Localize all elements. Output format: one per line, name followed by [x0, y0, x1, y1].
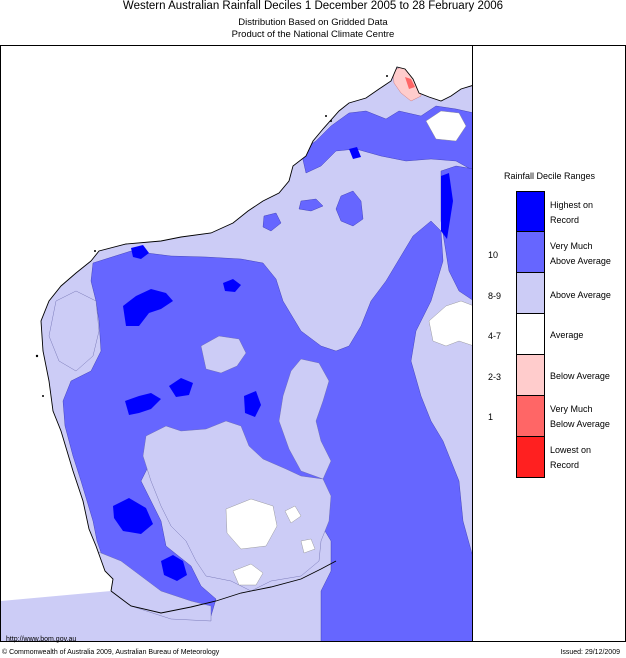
region-average-1 — [225, 498, 278, 550]
legend-swatch-above — [516, 273, 545, 314]
chart-subtitle-2: Product of the National Climate Centre — [231, 29, 395, 40]
legend-range-1: 1 — [488, 412, 494, 422]
region-above-average-inland-4 — [48, 290, 100, 372]
region-below-average-2 — [283, 145, 294, 157]
region-highest-9 — [441, 173, 453, 239]
region-highest-5 — [113, 498, 153, 534]
legend-swatch-lowest — [516, 437, 545, 478]
region-average-north — [425, 110, 467, 142]
footer-issued: Issued: 29/12/2009 — [560, 649, 620, 656]
footer-copyright: © Commonwealth of Australia 2009, Austra… — [2, 649, 220, 656]
legend-label-average: Average — [550, 330, 584, 340]
legend-label-highest: Highest on Record — [550, 200, 594, 225]
region-highest-8 — [131, 245, 149, 259]
region-average-3 — [284, 505, 302, 524]
island-1 — [35, 354, 39, 358]
region-highest-10 — [349, 147, 361, 159]
legend-label-very-much-above: Very Much Above Average — [550, 241, 611, 266]
region-average-4 — [300, 538, 316, 554]
legend-label-lowest: Lowest on Record — [550, 445, 592, 470]
island-2 — [42, 395, 44, 397]
region-highest-3 — [125, 393, 161, 415]
coastline — [40, 66, 472, 592]
region-very-much-below-average — [405, 77, 415, 89]
island-3 — [94, 250, 96, 252]
legend-label-very-much-below: Very Much Below Average — [550, 404, 610, 429]
region-above-average-inland-3 — [200, 335, 247, 374]
region-above-average-inland-1 — [278, 358, 332, 480]
region-very-much-above-average — [62, 220, 472, 641]
legend-label-below: Below Average — [550, 371, 610, 381]
legend-swatch-highest — [516, 191, 545, 232]
region-pilbara-very-much-above-1 — [335, 190, 364, 227]
rainfall-map — [1, 66, 472, 641]
legend-range-8-9: 8-9 — [488, 291, 502, 301]
legend-range-10: 10 — [488, 250, 499, 260]
island-5 — [330, 120, 332, 122]
region-pilbara-very-much-above-2 — [262, 212, 282, 232]
map-panel — [0, 45, 473, 642]
chart-subtitle-1: Distribution Based on Gridded Data — [238, 17, 388, 28]
region-highest-1 — [123, 289, 173, 326]
region-highest-2 — [169, 378, 193, 397]
region-average-east — [428, 300, 472, 347]
legend-swatch-very-much-below — [516, 396, 545, 437]
island-4 — [386, 75, 388, 77]
legend-label-above: Above Average — [550, 290, 611, 300]
region-highest-7 — [223, 279, 241, 292]
region-pilbara-very-much-above-3 — [298, 198, 324, 212]
legend-panel: Rainfall Decile Ranges Highest on Record … — [473, 45, 626, 642]
legend-swatch-average — [516, 314, 545, 355]
island-6 — [325, 115, 327, 117]
region-highest-6 — [161, 555, 187, 581]
south-coastline — [110, 560, 337, 614]
chart-title: Western Australian Rainfall Deciles 1 De… — [122, 0, 504, 12]
region-highest-4 — [244, 391, 261, 417]
legend-range-4-7: 4-7 — [488, 331, 502, 341]
footer-url: http://www.bom.gov.au — [6, 636, 77, 643]
legend-swatch-below — [516, 355, 545, 396]
legend-swatch-very-much-above — [516, 232, 545, 273]
region-average-2 — [232, 563, 264, 586]
legend-range-2-3: 2-3 — [488, 372, 502, 382]
legend-title: Rainfall Decile Ranges — [503, 171, 596, 181]
